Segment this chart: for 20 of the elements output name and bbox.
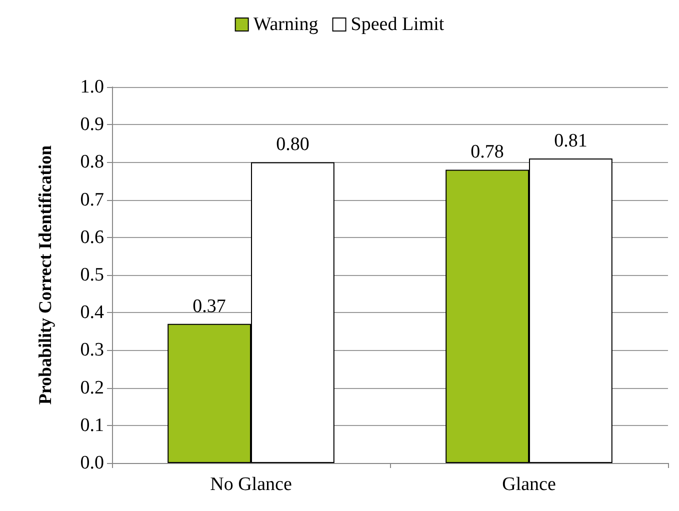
y-axis-title: Probability Correct Identification	[35, 145, 55, 405]
data-label: 0.37	[192, 296, 226, 317]
y-tick-label: 0.3	[80, 340, 104, 361]
y-tick-label: 0.1	[80, 414, 104, 436]
y-tick-label: 0.7	[80, 189, 104, 210]
y-tick-label: 0.9	[80, 114, 104, 136]
y-tick-label: 0.0	[80, 452, 104, 474]
data-label: 0.81	[554, 130, 588, 152]
y-tick-label: 0.4	[80, 302, 104, 324]
x-tick-label: No Glance	[210, 474, 292, 495]
y-tick-label: 0.5	[80, 264, 104, 286]
y-tick-label: 0.8	[80, 152, 104, 173]
data-label: 0.80	[276, 134, 310, 156]
x-tick-label: Glance	[502, 474, 556, 495]
y-tick-label: 1.0	[80, 76, 104, 98]
y-tick-label: 0.2	[80, 377, 104, 398]
y-tick-label: 0.6	[80, 226, 104, 248]
legend-label: Warning	[253, 14, 319, 35]
data-label: 0.78	[470, 142, 504, 163]
legend-label: Speed Limit	[350, 14, 445, 35]
